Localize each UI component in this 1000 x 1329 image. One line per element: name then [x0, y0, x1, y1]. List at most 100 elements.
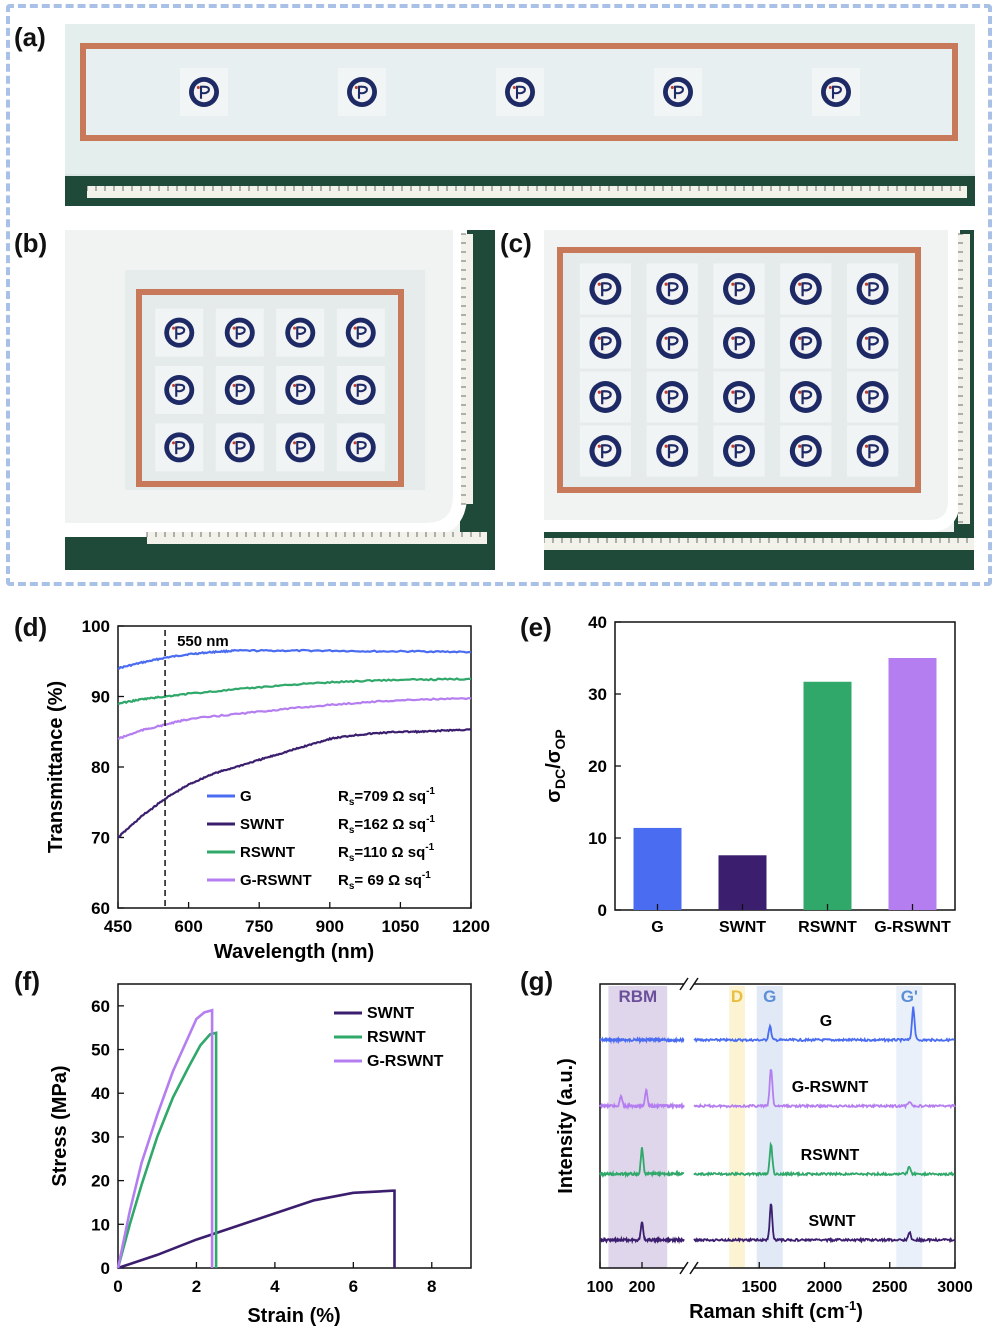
bar-g-rswnt [888, 658, 937, 910]
bar-g [633, 827, 682, 910]
y-tick-label: 20 [588, 757, 607, 776]
logo-emblem-icon [847, 263, 899, 315]
y-tick-label: 70 [91, 829, 110, 848]
panel-label-g: (g) [520, 966, 554, 996]
ruler-b-side [461, 234, 473, 504]
x-tick-label: 6 [349, 1277, 358, 1296]
logo-row-a [180, 68, 860, 116]
series-line-swnt [117, 728, 472, 839]
axis-break-mark [679, 1261, 689, 1275]
y-axis-label-d: Transmittance (%) [45, 681, 67, 853]
legend-label: G-RSWNT [367, 1053, 444, 1070]
spectrum-swnt [693, 1203, 955, 1244]
spectrum-label: G [820, 1013, 832, 1030]
legend-sheet-resistance: Rs=162 Ω sq-1 [338, 814, 435, 836]
x-axis-label-d: Wavelength (nm) [214, 941, 374, 963]
photo-a [65, 24, 975, 206]
logo-emblem-icon [847, 371, 899, 423]
logo-emblem-icon [496, 68, 544, 116]
photo-group-frame [6, 4, 992, 586]
logo-emblem-icon [336, 366, 385, 414]
y-tick-label: 30 [588, 685, 607, 704]
logo-emblem-icon [276, 366, 325, 414]
logo-emblem-icon [780, 425, 832, 477]
legend-label: G [240, 788, 252, 805]
x-axis-label-f: Strain (%) [247, 1305, 340, 1327]
axis-break-mark [689, 1261, 699, 1275]
conductivity-ratio-chart: 0 10 20 30 40 G SWNT RSWNT G-RSWNT σDC/σOP [543, 613, 956, 936]
x-tick-label: 8 [427, 1277, 436, 1296]
plot-frame-f [117, 983, 472, 1269]
logo-emblem-icon [646, 371, 698, 423]
series-line-rswnt [116, 1031, 218, 1269]
spectrum-rbm-g [599, 1036, 685, 1045]
y-tick-label: 20 [91, 1172, 110, 1191]
band-label: RBM [618, 987, 657, 1006]
series-line-g [117, 648, 471, 670]
band-label: D [731, 987, 743, 1006]
band-d [729, 986, 745, 1268]
logo-emblem-icon [336, 308, 385, 357]
logo-emblem-icon [180, 68, 228, 116]
logo-grid-b [155, 308, 385, 472]
y-tick-label: 80 [91, 758, 110, 777]
ruler-b-bottom [147, 532, 487, 544]
wavelength-marker-label: 550 nm [177, 633, 229, 650]
logo-emblem-icon [780, 371, 832, 423]
logo-emblem-icon [276, 423, 325, 472]
spectrum-g [693, 1006, 955, 1044]
legend-label: RSWNT [367, 1029, 426, 1046]
logo-emblem-icon [579, 371, 631, 423]
x-tick-label: 450 [104, 917, 132, 936]
logo-emblem-icon [654, 68, 702, 116]
series-line-rswnt [117, 677, 471, 705]
x-tick-label: 100 [587, 1279, 614, 1296]
category-label: G [651, 919, 663, 936]
transmittance-chart: 450 600 750 900 1050 1200 60 70 80 90 100 550 nm G… [45, 617, 490, 963]
x-tick-label: 3000 [937, 1279, 973, 1296]
logo-emblem-icon [579, 263, 631, 315]
spectrum-label: RSWNT [801, 1147, 860, 1164]
legend-label: RSWNT [240, 844, 295, 861]
band-label: G [763, 987, 776, 1006]
logo-emblem-icon [215, 308, 264, 357]
spectrum-rbm-g-rswnt [599, 1087, 685, 1111]
logo-emblem-icon [155, 366, 204, 414]
logo-emblem-icon [215, 423, 264, 472]
series-line-g-rswnt [117, 696, 472, 740]
logo-emblem-icon [579, 317, 631, 369]
band-rbm [608, 986, 668, 1268]
legend-sheet-resistance: Rs=110 Ω sq-1 [338, 842, 435, 864]
photo-b [65, 230, 495, 570]
legend-d: G Rs=709 Ω sq-1 SWNT Rs=162 Ω sq-1 RSWNT Rs=1… [207, 786, 435, 892]
logo-emblem-icon [780, 317, 832, 369]
panel-label-d: (d) [14, 612, 48, 642]
logo-emblem-icon [155, 308, 204, 357]
x-tick-label: 1200 [452, 917, 490, 936]
logo-emblem-icon [713, 371, 765, 423]
logo-emblem-icon [646, 263, 698, 315]
logo-emblem-icon [336, 423, 385, 472]
spectrum-g-rswnt [693, 1069, 956, 1110]
y-tick-label: 40 [91, 1084, 110, 1103]
x-tick-label: 4 [270, 1277, 280, 1296]
logo-emblem-icon [847, 425, 899, 477]
y-tick-label: 10 [588, 829, 607, 848]
photo-c [544, 230, 974, 570]
category-label: RSWNT [798, 919, 857, 936]
logo-emblem-icon [713, 263, 765, 315]
y-tick-label: 60 [91, 997, 110, 1016]
logo-emblem-icon [812, 68, 860, 116]
y-axis-label-e: σDC/σOP [543, 729, 568, 802]
panel-label-c: (c) [500, 228, 532, 258]
plot-frame-g [599, 983, 956, 1269]
spectrum-rswnt [693, 1141, 955, 1178]
axis-break-mark [689, 977, 699, 991]
category-label: G-RSWNT [874, 919, 951, 936]
plot-frame-d [117, 625, 472, 909]
logo-emblem-icon [155, 423, 204, 472]
x-tick-label: 2000 [807, 1279, 843, 1296]
ruler-a [87, 186, 967, 198]
ruler-c-side [958, 234, 970, 524]
